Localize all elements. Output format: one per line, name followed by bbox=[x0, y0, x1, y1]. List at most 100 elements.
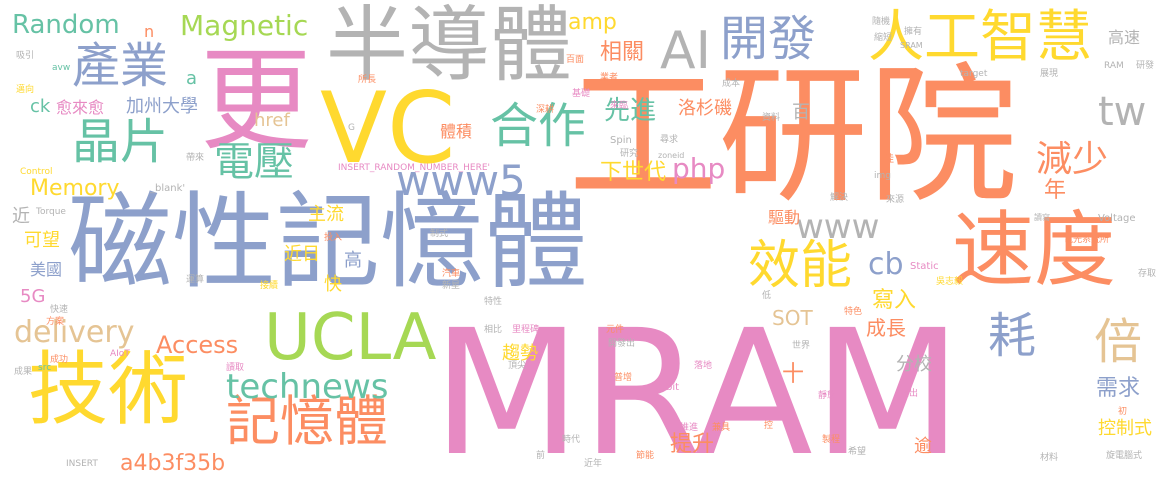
word-branch: 分校 bbox=[896, 354, 932, 375]
word-result: 成果 bbox=[14, 367, 33, 377]
word-compute: 運算 bbox=[186, 275, 205, 285]
word-src: src bbox=[38, 363, 52, 373]
word-delivery: delivery bbox=[14, 315, 135, 350]
word-research: 研究 bbox=[620, 149, 639, 159]
word-continue: 接續 bbox=[260, 281, 279, 291]
word-both: 兼具 bbox=[712, 423, 731, 433]
word-chip: 晶片 bbox=[72, 114, 169, 170]
word-next-gen: 下世代 bbox=[600, 160, 667, 185]
word-blank: _blank' bbox=[150, 183, 186, 194]
word-hundred-face: 百面 bbox=[566, 55, 585, 65]
word-developed: 開發出 bbox=[608, 339, 636, 349]
word-more: 更 bbox=[200, 36, 312, 166]
word-torque: Torque bbox=[36, 207, 66, 217]
word-n: n bbox=[144, 22, 155, 41]
word-ucla: UCLA bbox=[264, 301, 437, 375]
word-technews: technews bbox=[226, 367, 389, 407]
word-ck: ck bbox=[30, 96, 51, 117]
word-tw: tw bbox=[1098, 89, 1147, 135]
word-hope: 希望 bbox=[848, 447, 867, 457]
word-target: target bbox=[960, 69, 988, 79]
word-href: href bbox=[254, 110, 290, 131]
word-a: a bbox=[186, 68, 198, 89]
word-invest: 投入 bbox=[324, 233, 343, 243]
word-write: 寫入 bbox=[872, 288, 917, 313]
word-data: 資料 bbox=[762, 113, 781, 123]
word-own: 擁有 bbox=[904, 27, 923, 37]
word-aiot: AIoT bbox=[110, 349, 130, 359]
word-vc: VC bbox=[320, 72, 456, 186]
word-exceed: 逾 bbox=[914, 436, 932, 457]
word-reduce: 減少 bbox=[1036, 139, 1109, 180]
word-img: img bbox=[874, 171, 891, 181]
word-characteristic: 特色 bbox=[844, 307, 863, 317]
word-voltage-zh: 電壓 bbox=[214, 139, 294, 185]
word-usa: 美國 bbox=[30, 260, 63, 279]
word-cooperation: 合作 bbox=[490, 98, 587, 154]
word-milestone: 里程碑 bbox=[512, 325, 540, 335]
word-www: www bbox=[796, 207, 880, 247]
word-before: 前 bbox=[536, 451, 546, 461]
word-hundred: 百 bbox=[792, 102, 810, 123]
word-rising-star: 新星 bbox=[442, 281, 461, 291]
word-performance: 效能 bbox=[748, 236, 853, 296]
word-enhance: 提升 bbox=[670, 432, 715, 457]
word-quick: 快速 bbox=[50, 305, 69, 315]
word-access: Access bbox=[156, 331, 239, 359]
word-top: 頂尖 bbox=[508, 361, 527, 371]
word-la: 洛杉磯 bbox=[678, 98, 732, 119]
word-point-out: 指出 bbox=[900, 389, 919, 399]
word-trend: 趨勢 bbox=[502, 343, 538, 364]
word-attract: 吸引 bbox=[16, 51, 35, 61]
word-show: 展現 bbox=[1040, 69, 1059, 79]
word-component: 元件 bbox=[606, 325, 625, 335]
word-access-zh: 存取 bbox=[1138, 269, 1157, 279]
word-toward: 邁向 bbox=[16, 85, 35, 95]
word-magnetic: Magnetic bbox=[180, 9, 309, 42]
word-consume: 耗 bbox=[988, 308, 1037, 364]
word-ai: AI bbox=[660, 21, 711, 81]
word-cost: 成本 bbox=[722, 79, 741, 89]
word-fast: 快 bbox=[324, 274, 342, 295]
word-mram: MRAM bbox=[432, 292, 963, 482]
word-process: 製程 bbox=[822, 435, 841, 445]
word-growth: 成長 bbox=[866, 316, 906, 340]
word-read: 讀取 bbox=[226, 363, 245, 373]
word-spintronic: 旋電腦式 bbox=[1106, 451, 1143, 461]
word-mainstream: 主流 bbox=[308, 204, 344, 225]
word-itri: 工研院 bbox=[568, 50, 1019, 224]
word-www5: www5 bbox=[396, 156, 526, 205]
word-volume: 體積 bbox=[440, 122, 473, 141]
word-control-zh: 控制式 bbox=[1098, 418, 1152, 439]
word-develop: 開發 bbox=[720, 11, 817, 67]
word-solve: 解決 bbox=[830, 193, 849, 203]
word-uc: 加州大學 bbox=[126, 96, 198, 117]
word-spin: Spin bbox=[610, 135, 632, 146]
word-random-zh: 隨機 bbox=[872, 17, 891, 27]
word-good: 佳 bbox=[884, 154, 894, 165]
word-low: 低 bbox=[762, 291, 772, 301]
word-push: 推進 bbox=[680, 423, 699, 433]
word-insert-random: INSERT_RANDOM_NUMBER_HERE' bbox=[338, 163, 491, 173]
word-deepen: 深耕 bbox=[536, 105, 555, 115]
word-sram: SRAM bbox=[900, 41, 923, 50]
word-recent-years: 近年 bbox=[584, 459, 603, 469]
word-car: 汽車 bbox=[442, 269, 461, 279]
word-ram: RAM bbox=[1104, 61, 1124, 71]
word-orbit: Orbit bbox=[654, 382, 680, 393]
word-high-speed: 高速 bbox=[1108, 28, 1141, 47]
word-compare: 相比 bbox=[484, 325, 503, 335]
word-random: Random bbox=[12, 10, 120, 40]
word-eosl: 電光系統所 bbox=[1064, 235, 1110, 245]
word-director: 所長 bbox=[358, 75, 377, 85]
word-material: 材料 bbox=[1040, 453, 1059, 463]
word-ai-intelligence: 人工智慧 bbox=[868, 5, 1092, 70]
word-land: 落地 bbox=[694, 361, 713, 371]
word-shorten: 縮短 bbox=[874, 33, 893, 43]
word-wu: 吳志毅 bbox=[936, 277, 964, 287]
word-g: G bbox=[348, 123, 355, 133]
word-foundation: 基礎 bbox=[572, 89, 591, 99]
word-magnetic-memory: 磁性記憶體 bbox=[68, 181, 589, 303]
word-static-zh: 靜態 bbox=[818, 391, 837, 401]
